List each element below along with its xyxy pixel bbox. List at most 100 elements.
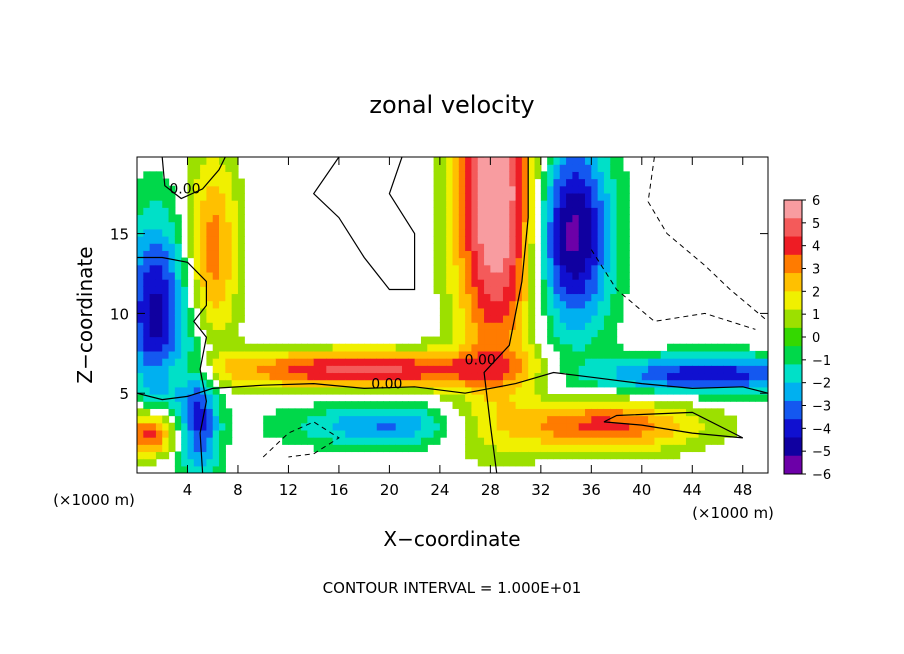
field-cell <box>547 200 555 208</box>
field-cell <box>219 444 226 453</box>
field-cell <box>465 192 473 201</box>
field-cell <box>187 178 195 187</box>
field-cell <box>465 228 473 237</box>
field-cell <box>149 365 157 374</box>
contour-line-negative <box>590 249 756 330</box>
field-cell <box>408 372 416 381</box>
field-cell <box>376 358 384 366</box>
field-cell <box>572 157 580 165</box>
field-cell <box>357 386 365 395</box>
field-cell <box>509 372 517 381</box>
field-cell <box>484 415 491 424</box>
field-cell <box>490 271 498 280</box>
field-cell <box>225 415 233 424</box>
field-cell <box>572 214 580 223</box>
field-cell <box>559 350 567 359</box>
field-cell <box>143 379 151 388</box>
colorbar-label: −2 <box>812 377 831 392</box>
field-cell <box>162 336 170 345</box>
field-cell <box>585 171 592 180</box>
field-cell <box>168 185 176 194</box>
field-cell <box>231 379 239 388</box>
field-cell <box>200 207 208 216</box>
field-cell <box>351 408 359 417</box>
field-cell <box>187 243 195 251</box>
field-cell <box>566 315 573 323</box>
field-cell <box>603 422 611 431</box>
field-cell <box>515 185 523 194</box>
field-cell <box>149 386 157 395</box>
field-cell <box>237 293 245 302</box>
field-cell <box>307 386 315 395</box>
field-cell <box>200 257 208 266</box>
field-cell <box>282 379 290 388</box>
field-cell <box>345 401 353 409</box>
field-cell <box>502 372 510 381</box>
field-cell <box>427 415 435 424</box>
field-cell <box>502 336 510 345</box>
field-cell <box>269 372 277 381</box>
field-cell <box>219 164 226 172</box>
field-cell <box>490 185 498 194</box>
field-cell <box>282 408 290 417</box>
field-cell <box>603 207 611 216</box>
field-cell <box>585 322 592 330</box>
field-cell <box>402 415 409 424</box>
field-cell <box>578 271 586 280</box>
field-cell <box>603 408 611 417</box>
field-cell <box>219 336 226 345</box>
field-cell <box>452 157 460 165</box>
field-cell <box>528 257 536 266</box>
field-cell <box>622 437 630 445</box>
field-cell <box>420 401 428 409</box>
field-cell <box>376 429 384 438</box>
field-cell <box>484 343 491 352</box>
field-cell <box>515 415 523 424</box>
field-cell <box>433 379 441 388</box>
field-cell <box>319 415 327 424</box>
field-cell <box>288 379 296 388</box>
field-cell <box>465 307 473 316</box>
field-cell <box>484 300 491 309</box>
field-cell <box>219 271 226 280</box>
field-cell <box>458 157 466 158</box>
field-cell <box>427 336 435 345</box>
field-cell <box>137 329 144 338</box>
field-cell <box>559 394 567 402</box>
field-cell <box>187 429 195 438</box>
field-cell <box>193 401 201 409</box>
field-cell <box>591 171 599 180</box>
field-cell <box>326 444 334 453</box>
field-cell <box>168 228 176 237</box>
field-cell <box>439 207 447 216</box>
field-cell <box>629 386 637 395</box>
field-cell <box>149 336 157 345</box>
field-cell <box>452 214 460 223</box>
field-cell <box>200 322 208 330</box>
field-cell <box>231 293 239 302</box>
field-cell <box>433 236 441 244</box>
field-cell <box>553 451 561 460</box>
field-cell <box>603 322 611 330</box>
field-cell <box>402 343 409 352</box>
field-cell <box>490 437 498 445</box>
field-cell <box>591 415 599 424</box>
field-cell <box>660 408 668 417</box>
field-cell <box>496 422 504 431</box>
field-cell <box>521 250 529 259</box>
field-cell <box>162 192 170 201</box>
field-cell <box>237 214 245 223</box>
field-cell <box>174 336 182 345</box>
field-cell <box>521 214 529 223</box>
field-cell <box>597 236 605 244</box>
field-cell <box>477 250 485 259</box>
field-cell <box>408 386 416 395</box>
field-cell <box>477 300 485 309</box>
field-cell <box>168 307 176 316</box>
field-cell <box>155 343 163 352</box>
field-cell <box>452 300 460 309</box>
field-cell <box>616 279 624 287</box>
field-cell <box>635 365 643 374</box>
field-cell <box>622 200 630 208</box>
field-cell <box>200 465 208 473</box>
